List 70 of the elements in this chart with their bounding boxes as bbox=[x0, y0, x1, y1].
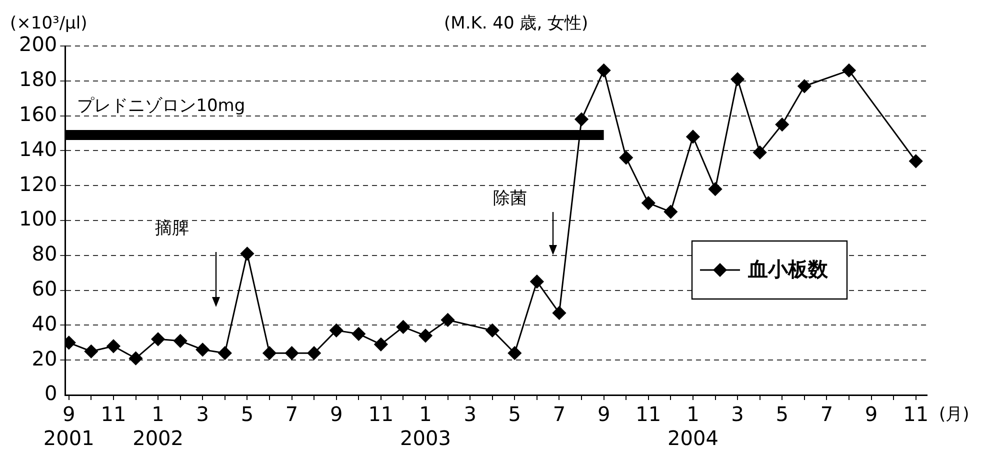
x-tick-label: 7 bbox=[285, 402, 298, 426]
annotation: 摘脾 bbox=[155, 218, 189, 240]
point bbox=[307, 346, 321, 360]
x-tick-label: 3 bbox=[464, 402, 476, 426]
y-tick-label: 180 bbox=[18, 67, 58, 92]
series-label: プレドニゾロン10mg bbox=[77, 96, 246, 116]
legend-label: 血小板数 bbox=[747, 257, 829, 282]
point bbox=[486, 324, 500, 338]
x-axis-title: (月) bbox=[939, 404, 970, 424]
point bbox=[842, 64, 856, 78]
point bbox=[775, 118, 789, 132]
y-tick-label: 120 bbox=[18, 172, 58, 196]
x-tick-label: 7 bbox=[552, 402, 566, 426]
point bbox=[285, 346, 299, 360]
x-tick-label: 5 bbox=[776, 402, 788, 426]
y-tick-label: 200 bbox=[18, 32, 58, 56]
x-tick-label: 1 2003 bbox=[400, 402, 451, 450]
y-tick-label: 80 bbox=[32, 242, 58, 266]
x-tick-label: 11 bbox=[100, 402, 126, 426]
point bbox=[330, 324, 344, 338]
point bbox=[619, 150, 633, 164]
x-tick-label: 5 bbox=[240, 402, 254, 426]
x-tick-label: 7 bbox=[820, 402, 834, 426]
point bbox=[574, 112, 588, 126]
point bbox=[352, 327, 366, 341]
y-tick-label: 140 bbox=[18, 136, 58, 161]
x-tick-label: 11 bbox=[636, 402, 662, 426]
x-tick-label: 1 2004 bbox=[668, 402, 718, 450]
point bbox=[642, 196, 656, 210]
y-tick-label: 160 bbox=[18, 102, 58, 126]
point bbox=[374, 338, 388, 352]
point bbox=[174, 334, 188, 348]
point bbox=[396, 320, 410, 334]
point bbox=[508, 346, 522, 360]
x-tick-label: 9 bbox=[597, 402, 610, 426]
x-tick-label: 1 2002 bbox=[132, 402, 184, 450]
point bbox=[708, 182, 722, 196]
point bbox=[597, 64, 611, 78]
x-tick-label: 3 bbox=[731, 402, 744, 426]
annotation: 除菌 bbox=[493, 188, 527, 210]
y-tick-label: 100 bbox=[18, 206, 58, 231]
point bbox=[106, 339, 120, 353]
x-tick-label: 11 bbox=[903, 402, 929, 426]
point bbox=[753, 146, 767, 160]
x-tick-label: 9 bbox=[864, 402, 878, 426]
point bbox=[218, 346, 232, 360]
point bbox=[530, 274, 544, 288]
point bbox=[262, 346, 276, 360]
point bbox=[730, 72, 744, 86]
point bbox=[196, 342, 210, 356]
point bbox=[664, 205, 678, 219]
x-tick-label: 11 bbox=[368, 402, 394, 426]
point bbox=[129, 352, 143, 366]
point bbox=[909, 154, 923, 168]
y-tick-label: 20 bbox=[32, 346, 58, 370]
chart-subtitle: (M.K. 40 歳, 女性) bbox=[444, 13, 588, 34]
point bbox=[798, 79, 812, 93]
y-tick-label: 40 bbox=[32, 311, 58, 336]
y-axis-title: (×10³/μl) bbox=[10, 13, 88, 34]
point bbox=[552, 306, 566, 320]
x-tick-label: 9 bbox=[330, 402, 343, 426]
point bbox=[418, 328, 432, 342]
point bbox=[686, 130, 700, 144]
x-tick-label: 5 bbox=[508, 402, 522, 426]
point bbox=[151, 332, 165, 346]
point bbox=[84, 344, 98, 358]
point bbox=[441, 313, 455, 327]
y-tick-label: 60 bbox=[32, 276, 58, 301]
point bbox=[240, 246, 254, 260]
x-tick-label: 3 bbox=[196, 402, 209, 426]
